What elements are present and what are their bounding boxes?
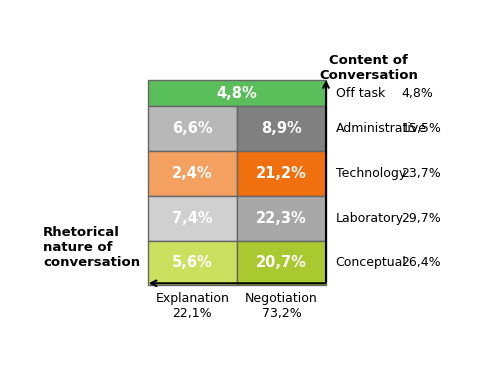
Text: 22,1%: 22,1% [172, 307, 212, 319]
Text: Explanation: Explanation [156, 292, 229, 305]
Bar [148, 151, 237, 196]
Text: Technology: Technology [336, 167, 406, 180]
Bar [148, 196, 237, 241]
Text: 2,4%: 2,4% [172, 166, 212, 181]
Text: 5,6%: 5,6% [172, 256, 212, 270]
Text: 20,7%: 20,7% [256, 256, 307, 270]
Text: 8,9%: 8,9% [261, 121, 302, 136]
Text: Negotiation: Negotiation [245, 292, 318, 305]
Bar [237, 241, 326, 285]
Text: 4,8%: 4,8% [216, 86, 257, 101]
Text: 6,6%: 6,6% [172, 121, 212, 136]
Bar [148, 106, 237, 151]
Text: 4,8%: 4,8% [402, 87, 434, 100]
Text: Administrative: Administrative [336, 123, 426, 135]
Text: Rhetorical
nature of
conversation: Rhetorical nature of conversation [43, 226, 140, 269]
Text: 26,4%: 26,4% [402, 256, 441, 270]
Text: 15,5%: 15,5% [402, 123, 442, 135]
Text: 7,4%: 7,4% [172, 211, 212, 226]
Bar [237, 196, 326, 241]
Text: Content of
Conversation: Content of Conversation [319, 54, 418, 82]
Bar [148, 80, 326, 106]
Text: 22,3%: 22,3% [256, 211, 307, 226]
Text: 73,2%: 73,2% [262, 307, 302, 319]
Text: Off task: Off task [336, 87, 385, 100]
Text: 23,7%: 23,7% [402, 167, 442, 180]
Text: 21,2%: 21,2% [256, 166, 307, 181]
Bar [237, 106, 326, 151]
Bar [237, 151, 326, 196]
Text: 29,7%: 29,7% [402, 212, 442, 225]
Text: Laboratory: Laboratory [336, 212, 404, 225]
Text: Conceptual: Conceptual [336, 256, 406, 270]
Bar [148, 241, 237, 285]
